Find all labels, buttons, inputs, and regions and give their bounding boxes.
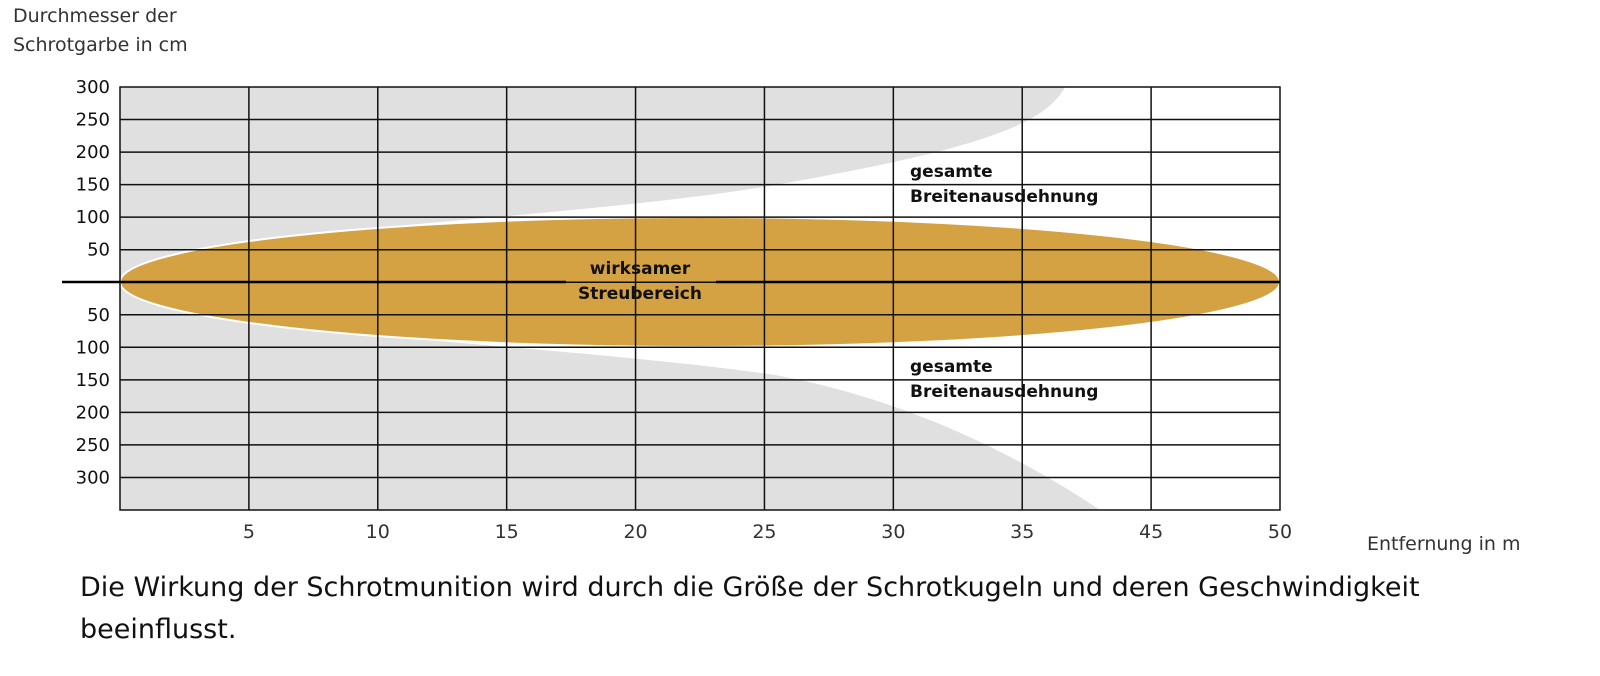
x-tick-labels: 5 10 15 20 25 30 35 45 50	[243, 521, 1292, 543]
y-tick-label: 150	[76, 370, 110, 391]
x-tick-label: 25	[752, 521, 776, 543]
y-tick-label: 150	[76, 175, 110, 196]
caption-line-2: beeinflusst.	[80, 614, 237, 645]
y-tick-label: 50	[87, 240, 110, 261]
total-spread-area	[120, 87, 1100, 510]
grid-lines	[120, 87, 1280, 510]
x-tick-label: 50	[1268, 521, 1292, 543]
y-tick-label: 100	[76, 207, 110, 228]
x-tick-label: 10	[366, 521, 390, 543]
y-tick-label: 250	[76, 110, 110, 131]
effective-label-line-1: wirksamer	[590, 259, 691, 279]
total-lower-label-line-2: Breitenausdehnung	[910, 382, 1098, 402]
y-tick-label: 100	[76, 337, 110, 358]
plot-frame	[119, 86, 1281, 511]
caption-line-1: Die Wirkung der Schrotmunition wird durc…	[80, 572, 1420, 603]
y-axis-title-line-1: Durchmesser der	[13, 5, 177, 27]
x-tick-label: 15	[495, 521, 519, 543]
x-axis-title: Entfernung in m	[1367, 533, 1521, 555]
total-lower-label-line-1: gesamte	[910, 357, 993, 377]
y-tick-label: 300	[76, 467, 110, 488]
x-tick-label: 35	[1010, 521, 1034, 543]
y-tick-label: 300	[76, 77, 110, 98]
total-upper-label-line-1: gesamte	[910, 162, 993, 182]
y-axis-title-line-2: Schrotgarbe in cm	[13, 34, 188, 56]
y-tick-label: 200	[76, 402, 110, 423]
effective-label-line-2: Streubereich	[578, 284, 702, 304]
y-tick-label: 200	[76, 142, 110, 163]
y-tick-labels: 300 250 200 150 100 50 50 100 150 200 250 300	[76, 77, 110, 488]
x-tick-label: 20	[623, 521, 647, 543]
x-tick-label: 30	[881, 521, 905, 543]
y-tick-label: 50	[87, 305, 110, 326]
y-tick-label: 250	[76, 435, 110, 456]
x-tick-label: 45	[1139, 521, 1163, 543]
total-upper-label-line-2: Breitenausdehnung	[910, 187, 1098, 207]
x-tick-label: 5	[243, 521, 255, 543]
